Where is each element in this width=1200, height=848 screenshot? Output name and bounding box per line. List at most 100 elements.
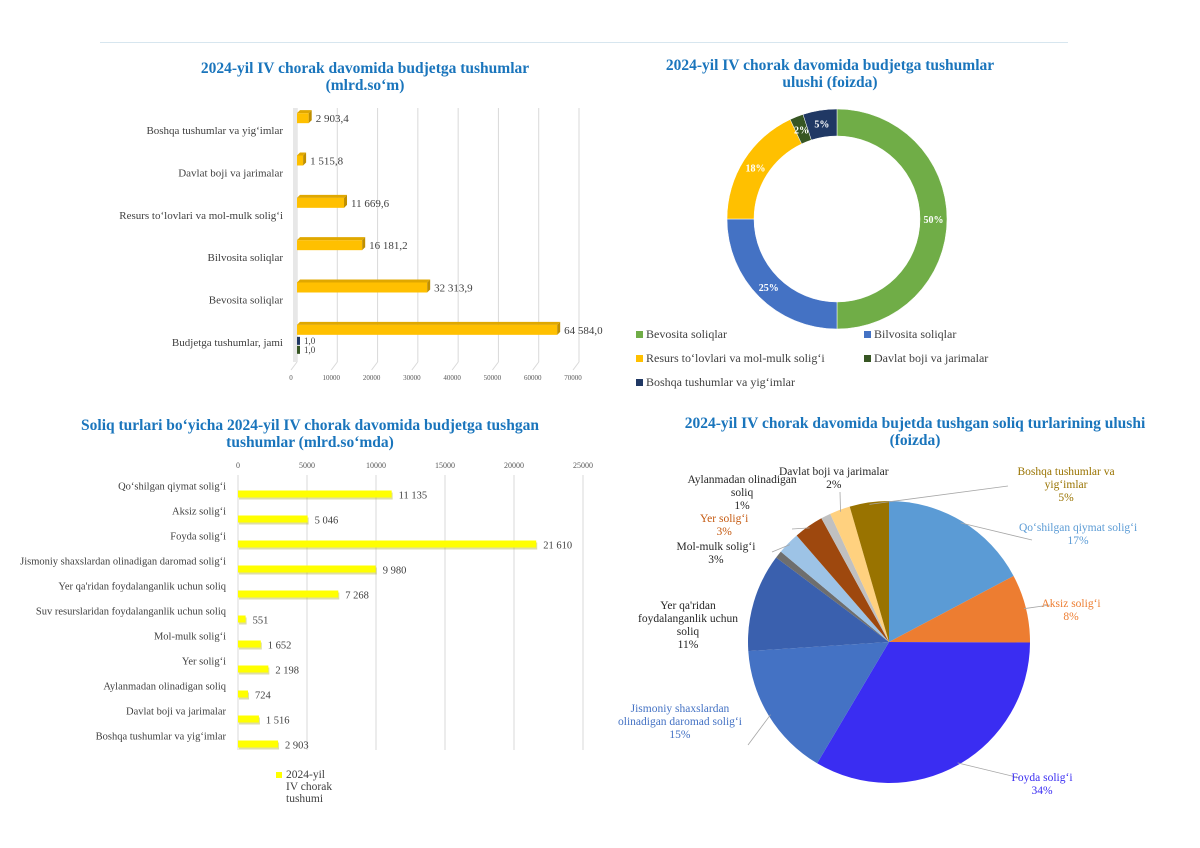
chart1-gridline-floor	[371, 361, 378, 371]
chart4-slice-name: soliq	[676, 626, 700, 638]
chart3-bar	[238, 690, 248, 698]
chart3-legend-line3: tushumi	[286, 793, 324, 805]
chart3-category-label: Davlat boji va jarimalar	[126, 707, 227, 718]
chart2-legend-label: Bevosita soliqlar	[646, 327, 727, 341]
chart2-slice-label: 2%	[794, 125, 809, 136]
chart4-slice-percent: 3%	[708, 554, 724, 566]
chart4-leader-line	[869, 485, 1009, 505]
chart1-value-label: 1 515,8	[310, 156, 344, 168]
chart4-slice-name: Davlat boji va jarimalar	[779, 466, 889, 478]
chart2-legend-label: Bilvosita soliqlar	[874, 327, 957, 341]
chart4-slice	[796, 518, 889, 642]
chart4-slice	[849, 501, 889, 642]
chart3-value-label: 7 268	[345, 591, 369, 602]
chart3-bar	[238, 665, 269, 673]
chart4-slice-name: Boshqa tushumlar va	[1017, 466, 1115, 478]
chart4-title-line1: 2024-yil IV chorak davomida bujetda tush…	[684, 415, 1146, 432]
chart1-xtick-label: 20000	[363, 374, 381, 382]
chart3-value-label: 5 046	[315, 516, 339, 527]
chart3-category-label: Suv resurslaridan foydalanganlik uchun s…	[36, 607, 227, 618]
chart1-bar-top	[297, 321, 561, 325]
chart1-extra-bar	[297, 345, 300, 354]
chart1-bar-side	[557, 321, 561, 335]
chart4-slice	[889, 501, 1014, 642]
chart2-slice-label: 25%	[759, 283, 779, 294]
chart3-value-label: 1 516	[266, 716, 290, 727]
chart1-category-label: Bilvosita soliqlar	[208, 252, 284, 264]
chart3-category-label: Qo‘shilgan qiymat solig‘i	[118, 482, 226, 493]
chart3-bar	[238, 490, 392, 498]
chart4-slice-label: Davlat boji va jarimalar 2%	[779, 466, 889, 492]
chart4-leader-line	[791, 527, 810, 530]
chart4-slice-percent: 1%	[734, 500, 750, 512]
chart1-value-label: 11 669,6	[351, 198, 390, 210]
chart4-slice-label: Mol-mulk solig‘i 3%	[677, 541, 756, 567]
chart4-slice	[830, 506, 889, 642]
chart1-xtick-label: 10000	[323, 374, 341, 382]
chart1-extra-value-label: 1,0	[304, 345, 316, 355]
chart3-bar	[238, 715, 259, 723]
chart1-bar	[297, 155, 304, 166]
chart2-legend-swatch	[636, 330, 643, 338]
chart3-value-label: 2 198	[275, 666, 299, 677]
chart3-bar	[238, 615, 246, 623]
chart3-legend-swatch	[276, 772, 282, 778]
chart3-category-label: Aylanmadan olinadigan soliq	[103, 682, 226, 693]
chart4-slice-label: Yer solig‘i 3%	[700, 513, 748, 539]
chart3-xtick-label: 25000	[573, 461, 593, 470]
chart4-slice-label: Boshqa tushumlar va yig‘imlar 5%	[1018, 466, 1115, 505]
chart3-category-label: Mol-mulk solig‘i	[154, 632, 226, 643]
chart1-value-label: 32 313,9	[434, 283, 473, 295]
chart1-category-label: Davlat boji va jarimalar	[178, 168, 283, 180]
chart3-category-label: Yer solig‘i	[182, 657, 226, 668]
chart3-value-label: 724	[255, 691, 272, 702]
chart3-legend-line2: IV chorak	[286, 781, 333, 793]
chart2-slice	[802, 108, 838, 141]
chart3-value-label: 21 610	[543, 541, 572, 552]
chart1-value-label: 2 903,4	[316, 113, 350, 125]
chart1-gridline-floor	[572, 361, 580, 371]
chart3-category-label: Jismoniy shaxslardan olinadigan daromad …	[20, 557, 226, 568]
chart4-slice-percent: 11%	[677, 639, 699, 651]
chart2-legend-swatch	[864, 330, 871, 338]
chart4-slice-name: Mol-mulk solig‘i	[676, 541, 756, 553]
chart2-legend-item: Bilvosita soliqlar	[864, 327, 956, 342]
chart3-bar	[238, 565, 376, 573]
chart1-xtick-label: 0	[289, 374, 293, 382]
chart3-title: Soliq turlari bo‘yicha 2024-yil IV chora…	[40, 417, 580, 451]
chart1-gridline-floor	[532, 361, 540, 371]
chart2-title-line1: 2024-yil IV chorak davomida budjetga tus…	[665, 57, 995, 74]
page-top-divider	[100, 42, 1068, 43]
chart4-slice-label: Aksiz solig‘i 8%	[1042, 598, 1101, 624]
chart4-slice	[821, 513, 889, 642]
chart1-value-label: 64 584,0	[564, 325, 603, 337]
chart4-slice-label: Qo‘shilgan qiymat solig‘i 17%	[1019, 522, 1137, 548]
chart1-title: 2024-yil IV chorak davomida budjetga tus…	[140, 60, 590, 94]
chart1-category-label: Boshqa tushumlar va yig‘imlar	[146, 125, 283, 137]
chart1-value-label: 16 181,2	[369, 240, 408, 252]
chart4-slice-name: foydalanganlik uchun	[638, 613, 738, 625]
chart4-slice-label: Yer qa'ridan foydalanganlik uchun soliq 11%	[638, 600, 738, 652]
chart1-xtick-label: 50000	[484, 374, 502, 382]
chart1-bar-top	[297, 279, 431, 283]
chart2-legend-label: Resurs to‘lovlari va mol-mulk solig‘i	[646, 351, 825, 365]
chart1-bar-top	[297, 194, 348, 198]
chart1-extra-bar	[297, 336, 300, 345]
chart1-bar	[297, 282, 428, 293]
chart3-category-label: Boshqa tushumlar va yig‘imlar	[96, 732, 227, 743]
chart4-slice-name: soliq	[730, 487, 754, 499]
chart2-slice-label: 5%	[814, 120, 829, 131]
chart2-title-line2: ulushi (foizda)	[782, 74, 878, 91]
chart3-bar	[238, 740, 279, 748]
chart3-xtick-label: 5000	[299, 461, 315, 470]
chart4-slice-percent: 2%	[826, 479, 842, 491]
chart4-slice-name: Foyda solig‘i	[1011, 772, 1073, 784]
chart2-legend-swatch	[636, 378, 643, 386]
chart4-slice-name: olinadigan daromad solig‘i	[618, 716, 742, 728]
chart1-xtick-label: 60000	[524, 374, 542, 382]
chart2-legend-label: Boshqa tushumlar va yig‘imlar	[646, 375, 795, 389]
chart4-title-line2: (foizda)	[889, 432, 941, 449]
chart1-bar-top	[297, 237, 366, 241]
